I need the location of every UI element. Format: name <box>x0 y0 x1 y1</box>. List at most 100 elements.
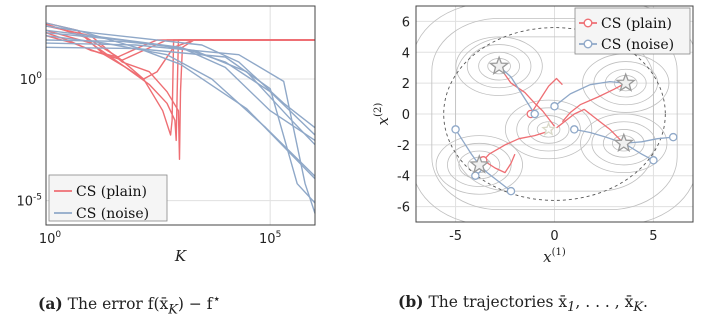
contour-3-3 <box>580 113 668 174</box>
contour-4-0 <box>536 121 561 138</box>
series-a-noise-9 <box>45 46 316 204</box>
contour-4-1 <box>527 115 570 144</box>
ytick-b-5: -4 <box>397 170 410 185</box>
ytick-a-0-exp: 0 <box>36 71 42 81</box>
ytick-a-1-base: 10 <box>16 195 33 210</box>
caption-a-prefix: (a) <box>38 294 63 314</box>
xtick-a-0: 100 <box>39 230 62 247</box>
ylabel-b-sup: (2) <box>373 103 384 117</box>
legend-a-label-1: CS (noise) <box>76 206 149 222</box>
minimum-star-2 <box>469 154 490 174</box>
ytick-a-1: 10-5 <box>16 193 42 210</box>
ytick-b-3: 0 <box>402 108 410 123</box>
ytick-a-0: 100 <box>20 71 43 88</box>
ytick-a-1-exp: -5 <box>33 193 42 203</box>
contour-outer-1 <box>431 17 678 211</box>
xtick-b-1: 0 <box>550 229 558 244</box>
caption-a: (a) The error f(x̄K) − f⋆ <box>38 292 221 317</box>
start-point-noise-6 <box>451 125 460 134</box>
caption-b-prefix: (b) <box>398 292 424 311</box>
trajectory-noise-6 <box>455 129 480 166</box>
caption-b-mid: , . . . , x̄ <box>575 293 634 311</box>
legend-b: CS (plain) CS (noise) <box>574 7 691 55</box>
ylabel-b-base: x <box>374 116 392 125</box>
feasible-circle <box>443 27 666 201</box>
contour-2-3 <box>435 135 523 195</box>
start-point-noise-10 <box>570 125 579 134</box>
ylabel-b: x(2) <box>373 103 392 126</box>
minimum-star-3 <box>613 132 635 153</box>
legend-b-swatch-marker-1 <box>583 39 593 49</box>
legend-b-label-1: CS (noise) <box>601 37 674 53</box>
caption-b-sub1: 1 <box>567 300 576 316</box>
minimum-star-4 <box>541 121 557 136</box>
contour-0-2 <box>466 44 532 89</box>
trajectory-noise-8 <box>498 65 536 115</box>
caption-a-sup: ⋆ <box>212 292 221 307</box>
legend-b-box <box>574 7 691 55</box>
ytick-b-1: 4 <box>402 46 410 61</box>
frame-a <box>45 5 316 226</box>
start-point-noise-8 <box>530 109 539 119</box>
xtick-a-1-exp: 5 <box>276 230 282 240</box>
contour-2-1 <box>458 150 501 180</box>
caption-b-sub2: K <box>633 300 644 316</box>
trajectory-plain-0 <box>498 65 556 127</box>
contour-3-2 <box>591 121 657 166</box>
trajectory-noise-11 <box>623 136 674 144</box>
minimum-star-1 <box>615 72 637 92</box>
xtick-b-2: 5 <box>649 229 657 244</box>
caption-a-sub: K <box>168 302 178 318</box>
xlabel-b-sup: (1) <box>552 247 566 258</box>
minimum-star-0 <box>488 55 510 75</box>
start-point-noise-13 <box>471 171 480 180</box>
trajectory-noise-9 <box>554 80 626 107</box>
contour-1-1 <box>604 68 647 98</box>
xtick-a-1: 105 <box>259 230 281 247</box>
contour-outer-0 <box>455 36 654 192</box>
caption-b-tail: . <box>643 293 648 311</box>
series-a-noise-10 <box>45 42 316 214</box>
caption-b: (b) The trajectories x̄1, . . . , x̄K. <box>398 292 648 315</box>
contour-4-2 <box>516 107 581 152</box>
legend-b-label-0: CS (plain) <box>601 16 672 32</box>
xlabel-b: x(1) <box>543 247 566 266</box>
xtick-b-0: -5 <box>449 229 462 244</box>
xlabel-a: K <box>174 247 187 265</box>
caption-a-tail: ) − f <box>177 295 213 314</box>
trajectory-plain-5 <box>530 77 563 115</box>
legend-a-label-0: CS (plain) <box>76 184 147 200</box>
start-point-noise-11 <box>668 132 678 142</box>
contour-3-1 <box>602 129 645 158</box>
start-point-noise-12 <box>649 156 658 165</box>
ytick-b-6: -6 <box>397 201 410 216</box>
ytick-b-0: 6 <box>402 15 410 30</box>
start-point-noise-7 <box>506 186 516 196</box>
trajectory-plain-1 <box>478 128 553 166</box>
frame-b <box>415 5 694 223</box>
ytick-b-2: 2 <box>402 77 410 92</box>
ytick-a-0-base: 10 <box>20 73 37 88</box>
trajectory-plain-4 <box>482 153 516 174</box>
series-a-noise-12 <box>45 22 316 180</box>
trajectory-plain-2 <box>556 108 625 144</box>
contour-2-2 <box>447 142 512 187</box>
trajectory-plain-3 <box>561 82 627 123</box>
contour-0-3 <box>455 36 543 96</box>
legend-b-swatch-marker-0 <box>583 18 593 28</box>
xtick-a-1-base: 10 <box>259 232 276 247</box>
xtick-a-0-exp: 0 <box>55 230 61 240</box>
start-point-noise-9 <box>550 102 559 111</box>
contour-4-3 <box>504 99 593 160</box>
caption-b-text: The trajectories x̄ <box>428 293 568 311</box>
series-a-noise-13 <box>45 39 316 136</box>
contour-0-1 <box>478 51 520 81</box>
caption-a-text: The error f(x̄ <box>67 295 169 314</box>
xtick-a-0-base: 10 <box>39 232 56 247</box>
ytick-b-4: -2 <box>397 139 410 154</box>
xlabel-b-base: x <box>543 248 552 266</box>
legend-a: CS (plain) CS (noise) <box>48 174 168 222</box>
